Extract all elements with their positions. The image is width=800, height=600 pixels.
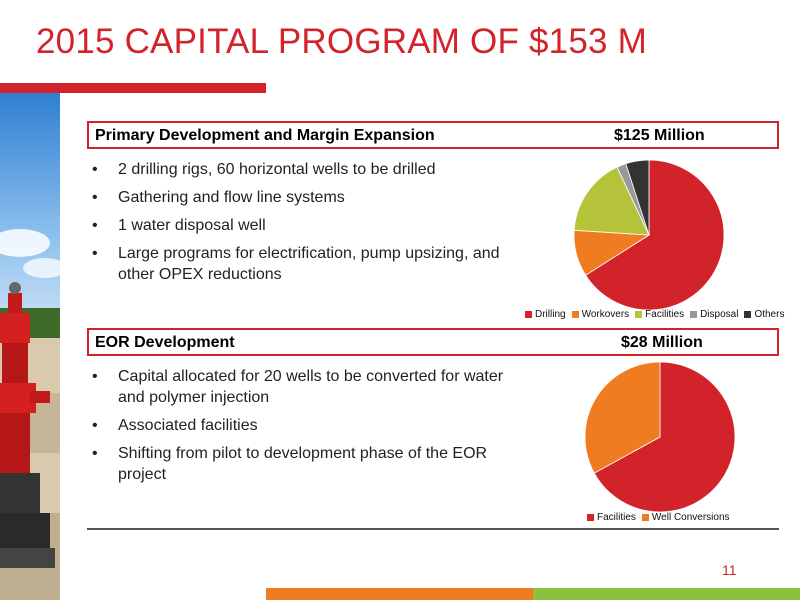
- bullet-item: Capital allocated for 20 wells to be con…: [92, 366, 522, 408]
- bullet-list-eor: Capital allocated for 20 wells to be con…: [92, 366, 522, 492]
- legend-swatch: [635, 311, 643, 318]
- legend-item: Drilling: [525, 309, 566, 320]
- pie-slice-facilities: [593, 361, 736, 513]
- title-underline: [0, 83, 266, 93]
- legend-item: Disposal: [690, 309, 738, 320]
- legend-swatch: [525, 311, 532, 318]
- pie-slice-others: [625, 159, 650, 236]
- legend-label: Facilities: [645, 309, 685, 320]
- bullet-list-primary: 2 drilling rigs, 60 horizontal wells to …: [92, 159, 522, 292]
- pie-legend-eor: Facilities Well Conversions: [587, 512, 730, 523]
- legend-label: Workovers: [581, 309, 630, 320]
- bullet-item: Shifting from pilot to development phase…: [92, 443, 522, 485]
- pie-slice-drilling: [585, 159, 725, 311]
- legend-label: Drilling: [535, 309, 566, 320]
- legend-item: Facilities: [635, 309, 684, 320]
- legend-label: Disposal: [700, 309, 739, 320]
- legend-item: Others: [744, 309, 784, 320]
- slide-title: 2015 CAPITAL PROGRAM OF $153 M: [36, 22, 647, 61]
- section-header-primary: Primary Development and Margin Expansion…: [87, 121, 779, 149]
- bullet-item: Associated facilities: [92, 415, 522, 436]
- section-amount: $125 Million: [614, 127, 705, 144]
- capital-pie-primary: [573, 159, 725, 311]
- pie-legend-primary: Drilling Workovers Facilities Disposal Other…: [525, 309, 784, 320]
- section-amount: $28 Million: [621, 334, 703, 351]
- section-header-eor: EOR Development $28 Million: [87, 328, 779, 356]
- footer-bar-green: [533, 588, 800, 600]
- bullet-item: 1 water disposal well: [92, 215, 522, 236]
- section-title: EOR Development: [95, 334, 235, 351]
- legend-swatch: [744, 311, 752, 318]
- pie-slice-facilities: [573, 166, 650, 236]
- page-number: 11: [722, 562, 737, 578]
- footer-bar-orange: [266, 588, 533, 600]
- capital-pie-eor: [584, 361, 736, 513]
- legend-label: Facilities: [597, 512, 636, 523]
- wellhead-photo: [0, 93, 60, 600]
- pie-slice-well-conversions: [584, 361, 661, 474]
- legend-label: Well Conversions: [651, 512, 730, 523]
- legend-label: Others: [754, 309, 785, 320]
- legend-item: Well Conversions: [641, 512, 730, 523]
- legend-item: Facilities: [587, 512, 636, 523]
- legend-swatch: [690, 311, 698, 318]
- legend-swatch: [571, 311, 579, 318]
- legend-item: Workovers: [571, 309, 630, 320]
- bullet-item: 2 drilling rigs, 60 horizontal wells to …: [92, 159, 522, 180]
- legend-swatch: [587, 514, 594, 521]
- bullet-item: Large programs for electrification, pump…: [92, 243, 522, 285]
- section-divider: [87, 528, 779, 530]
- bullet-item: Gathering and flow line systems: [92, 187, 522, 208]
- legend-swatch: [641, 514, 649, 521]
- section-title: Primary Development and Margin Expansion: [95, 127, 435, 144]
